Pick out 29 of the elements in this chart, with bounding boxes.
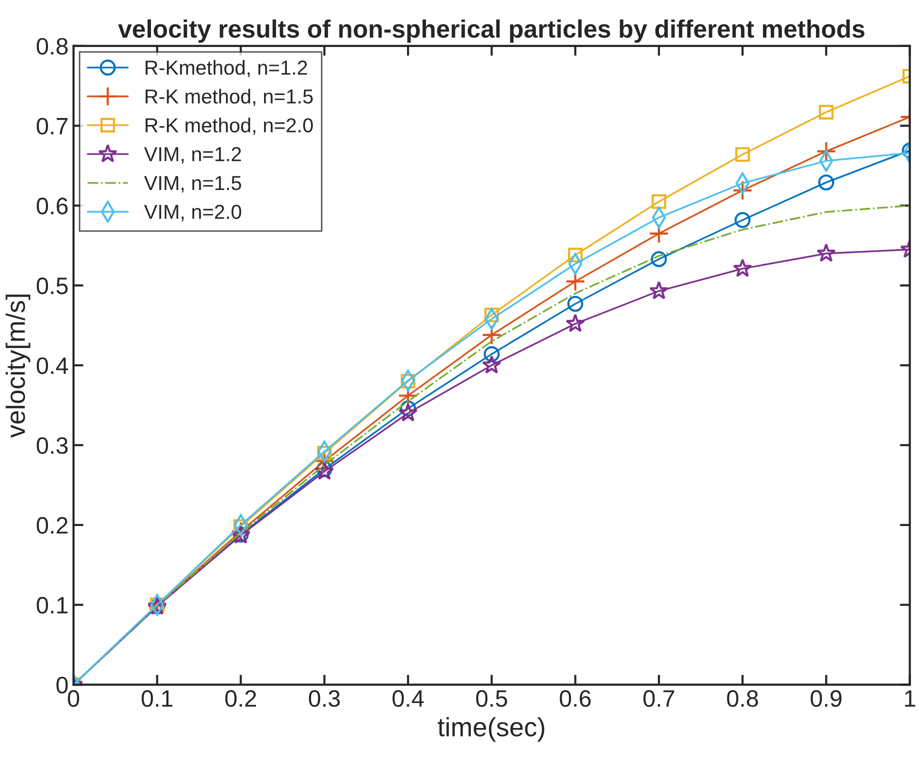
legend-label: VIM, n=2.0 <box>144 204 242 222</box>
y-tick-label: 0.7 <box>36 118 68 135</box>
x-tick-label: 0.9 <box>810 690 842 707</box>
x-tick-label: 0.1 <box>142 690 172 707</box>
x-tick-label: 0.7 <box>643 690 674 707</box>
y-axis-title: velocity[m/s] <box>6 294 30 438</box>
legend-label: R-K method, n=2.0 <box>146 118 313 135</box>
y-tick-label: 0.4 <box>36 357 68 374</box>
x-tick-label: 1 <box>905 690 916 707</box>
x-tick-label: 0.6 <box>560 690 591 707</box>
y-tick-label: 0.2 <box>36 517 68 534</box>
x-tick-label: 0.8 <box>727 690 758 707</box>
legend-label: VIM, n=1.5 <box>144 176 242 193</box>
x-axis-title: time(sec) <box>438 717 544 742</box>
x-tick-label: 0 <box>68 690 80 707</box>
legend-label: R-K method, n=1.5 <box>146 88 313 106</box>
y-tick-label: 0.5 <box>36 278 68 294</box>
x-tick-label: 0.4 <box>392 690 424 707</box>
legend-label: R-Kmethod, n=1.2 <box>146 60 307 78</box>
x-tick-label: 0.3 <box>308 690 340 707</box>
chart-title: velocity results of non-spherical particles by different methods <box>118 19 864 43</box>
x-tick-label: 0.5 <box>476 690 508 707</box>
y-tick-label: 0.8 <box>36 38 68 55</box>
x-tick-label: 0.2 <box>225 690 256 707</box>
y-tick-label: 0.1 <box>36 596 68 614</box>
legend-label: VIM, n=1.2 <box>144 147 241 164</box>
y-tick-label: 0.6 <box>36 198 68 214</box>
y-tick-label: 0 <box>56 676 68 694</box>
y-tick-label: 0.3 <box>36 437 68 454</box>
